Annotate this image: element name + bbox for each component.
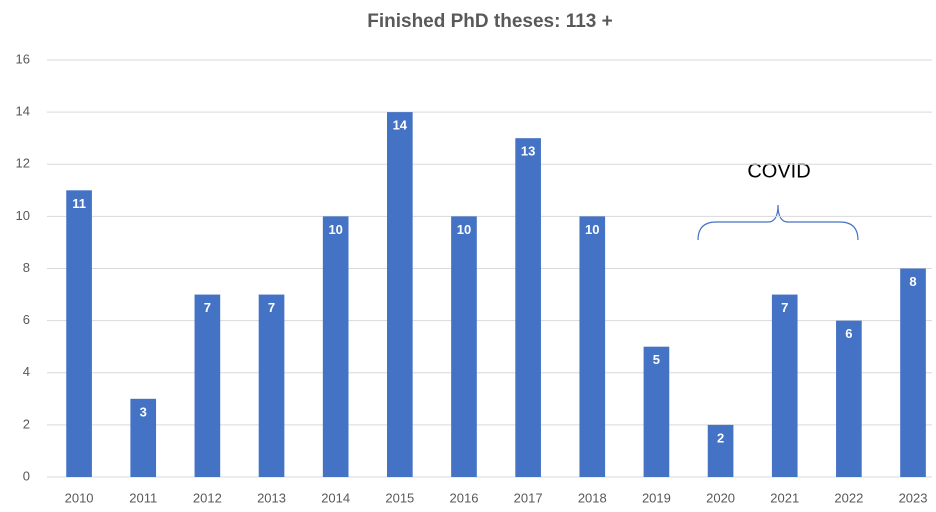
data-label: 7	[781, 300, 788, 315]
data-label: 11	[72, 196, 86, 211]
y-tick-label: 16	[16, 51, 30, 66]
x-tick-label: 2017	[514, 490, 543, 505]
data-label: 10	[457, 222, 471, 237]
data-label: 14	[393, 118, 408, 133]
y-tick-label: 14	[16, 104, 30, 119]
x-tick-label: 2010	[65, 490, 94, 505]
y-tick-label: 2	[23, 416, 30, 431]
x-tick-label: 2019	[642, 490, 671, 505]
data-label: 7	[204, 300, 211, 315]
x-tick-label: 2011	[129, 490, 157, 505]
bar	[579, 216, 606, 477]
x-tick-label: 2015	[385, 490, 414, 505]
data-label: 2	[717, 430, 724, 445]
data-label: 6	[845, 326, 852, 341]
bar	[836, 320, 862, 477]
data-label: 7	[268, 300, 275, 315]
bar	[258, 294, 285, 477]
y-tick-label: 6	[23, 312, 30, 327]
x-tick-label: 2014	[321, 490, 350, 505]
data-label: 5	[653, 352, 660, 367]
y-tick-label: 0	[23, 468, 30, 483]
y-tick-label: 8	[23, 260, 30, 275]
y-tick-label: 12	[16, 156, 30, 171]
bar	[130, 398, 157, 477]
bar	[771, 294, 798, 477]
x-tick-label: 2023	[899, 490, 928, 505]
data-label: 10	[585, 222, 599, 237]
x-tick-label: 2022	[834, 490, 863, 505]
x-tick-label: 2016	[450, 490, 479, 505]
y-tick-label: 4	[23, 364, 30, 379]
chart-title: Finished PhD theses: 113 +	[367, 11, 613, 32]
bar	[900, 268, 926, 477]
brace	[697, 204, 859, 241]
x-tick-label: 2012	[193, 490, 222, 505]
x-tick-label: 2020	[706, 490, 735, 505]
x-tick-label: 2021	[770, 490, 799, 505]
bar	[515, 138, 541, 477]
bar	[66, 190, 92, 477]
bar	[194, 294, 221, 477]
data-label: 3	[140, 404, 147, 419]
bar	[322, 216, 349, 477]
bar	[643, 346, 670, 477]
bar	[451, 216, 477, 477]
data-label: 13	[521, 144, 535, 159]
bar	[386, 112, 413, 477]
x-tick-label: 2018	[578, 490, 607, 505]
x-tick-label: 2013	[257, 490, 286, 505]
bar	[707, 424, 734, 477]
data-label: 8	[909, 274, 916, 289]
data-label: 10	[328, 222, 342, 237]
y-tick-label: 10	[16, 208, 30, 223]
annotation: COVID	[747, 160, 810, 182]
